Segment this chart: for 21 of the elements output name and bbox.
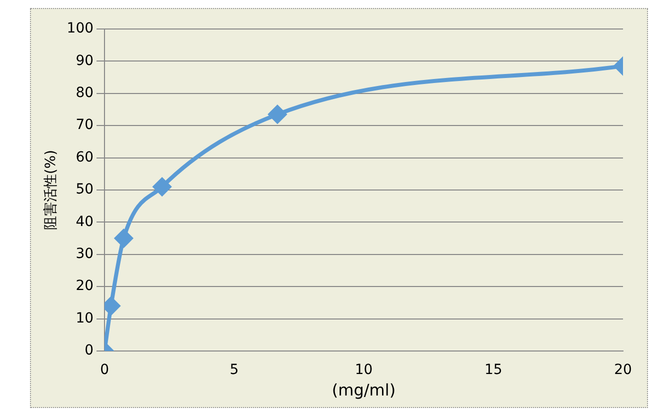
x-tick-label: 15 [484, 362, 502, 378]
y-tick-label: 90 [76, 52, 94, 69]
y-axis-title: 阻害活性(%) [43, 150, 60, 230]
y-tick-label: 80 [76, 85, 94, 102]
x-axis-title: (mg/ml) [332, 380, 396, 400]
y-tick-label: 60 [76, 149, 94, 166]
y-tick-label: 40 [76, 214, 94, 230]
y-tick-label: 100 [66, 20, 94, 37]
x-tick-label: 20 [614, 362, 632, 378]
y-tick-label: 50 [76, 182, 94, 198]
x-tick-label: 5 [230, 362, 239, 378]
y-tick-label: 20 [76, 278, 94, 294]
y-tick-label: 0 [84, 342, 94, 359]
x-tick-label: 10 [354, 362, 373, 378]
point [268, 105, 286, 124]
y-tick-label: 30 [76, 246, 94, 262]
point [114, 229, 133, 248]
point [153, 178, 172, 196]
x-tick-label: 0 [100, 362, 109, 378]
y-tick-label: 70 [76, 117, 94, 134]
y-tick-label: 10 [76, 310, 94, 326]
